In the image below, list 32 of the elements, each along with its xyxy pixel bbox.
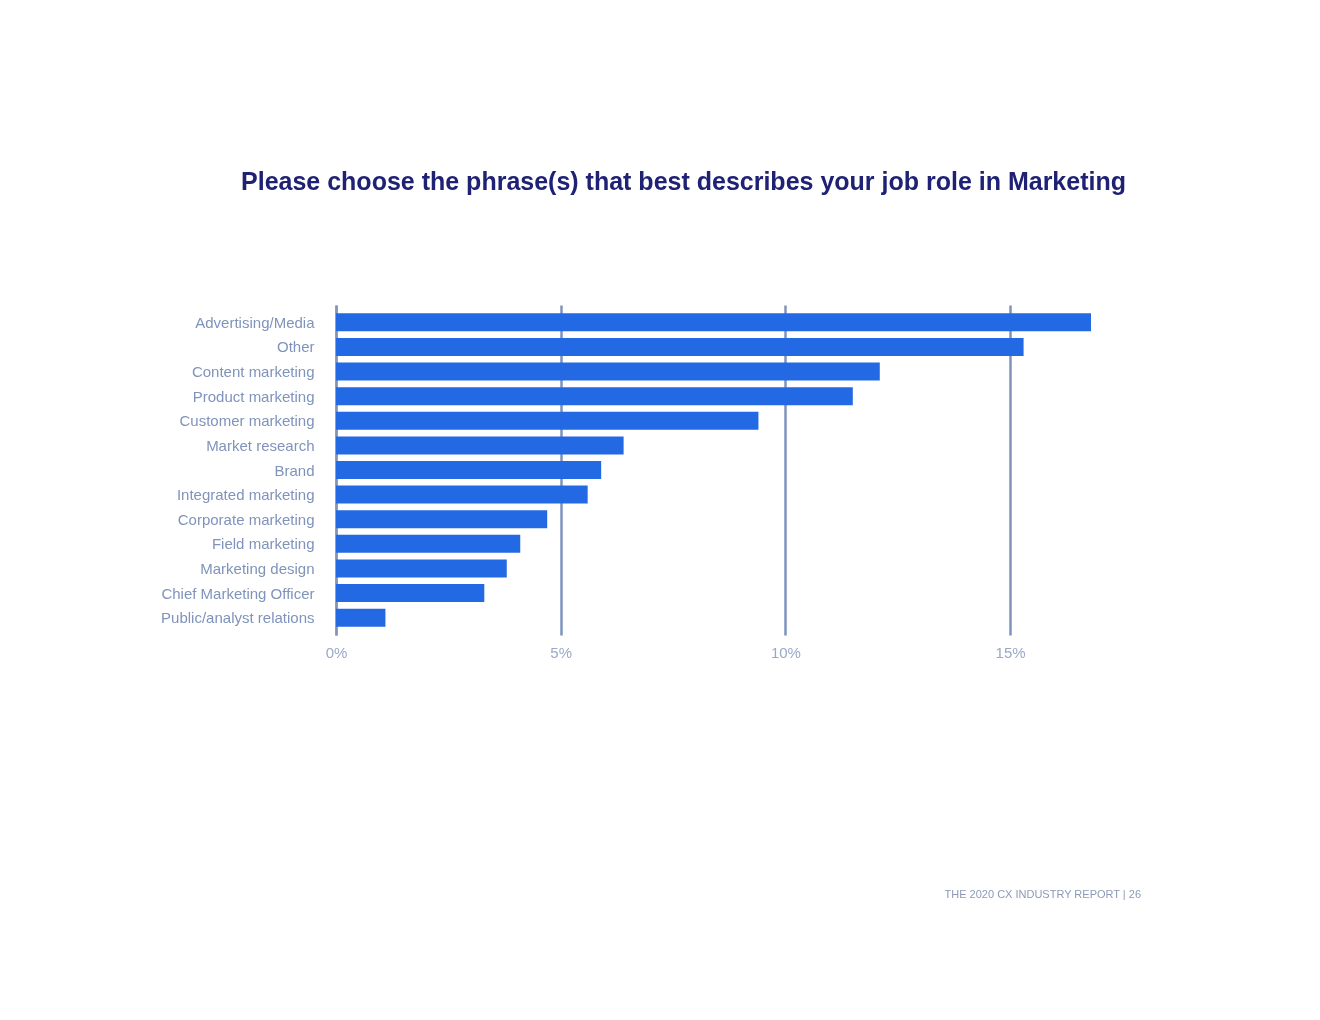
y-tick-label: Customer marketing [179,412,315,430]
bar [336,337,1024,356]
bar [336,559,507,578]
bar [336,387,853,406]
y-tick-label: Chief Marketing Officer [161,584,315,602]
bar [336,584,485,603]
x-tick-label: 0% [325,643,348,661]
y-tick-label: Other [276,338,315,356]
bar [336,608,386,627]
x-tick-label: 15% [995,643,1026,661]
bar [336,485,588,504]
bar [336,534,521,553]
y-tick-label: Marketing design [200,559,315,577]
y-tick-label: Integrated marketing [176,486,315,504]
y-tick-label: Brand [274,461,315,479]
y-tick-label: Corporate marketing [177,510,315,528]
bar [336,411,759,430]
bar [336,313,1091,332]
x-tick-label: 10% [770,643,801,661]
bar [336,510,548,529]
chart-title: Please choose the phrase(s) that best describes your job role in Marketing [241,167,1126,195]
bar [336,436,624,455]
y-tick-label: Field marketing [211,535,315,553]
y-tick-label: Market research [206,436,315,454]
bar [336,362,880,381]
x-tick-label: 5% [550,643,573,661]
y-tick-label: Advertising/Media [195,313,316,331]
y-tick-label: Product marketing [192,387,315,405]
bar [336,461,602,479]
y-tick-label: Public/analyst relations [161,609,315,627]
y-tick-label: Content marketing [191,363,315,381]
text: THE 2020 CX INDUSTRY REPORT | 26 [944,888,1141,900]
